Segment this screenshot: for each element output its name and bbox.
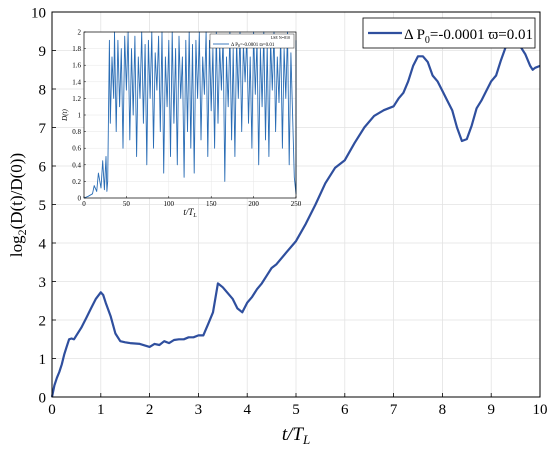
inset-plot: 0 50 100 150 200 250 0 0.2 0.4 0.6 0.8 1 1.2 1.4 1.6 1… [61,28,302,219]
inset-y-tick-label: 0.8 [72,128,81,136]
inset-y-ticks: 0 0.2 0.4 0.6 0.8 1 1.2 1.4 1.6 1.8 2 [72,28,86,202]
inset-y-tick-label: 0.4 [72,161,81,169]
inset-x-ticks: 0 50 100 150 200 250 [82,196,302,208]
main-y-tick-label: 3 [39,275,47,291]
inset-legend-label: Δ P0=-0.0001 ϖ=0.01 [231,43,275,48]
main-x-tick-label: 2 [146,402,154,418]
inset-y-tick-label: 1 [78,111,82,119]
main-x-tick-label: 7 [390,402,398,418]
main-legend-label: Δ P0=-0.0001 ϖ=0.01 [404,27,533,46]
inset-x-axis-label: t/TL [183,207,197,219]
main-y-tick-label: 5 [39,198,47,214]
main-x-ticks: 0 1 2 3 4 5 6 7 8 9 10 [48,393,548,418]
inset-y-tick-label: 1.8 [72,45,81,53]
main-y-ticks: 0 1 2 3 4 5 6 7 8 9 10 [31,5,56,406]
main-x-tick-label: 9 [487,402,495,418]
main-x-tick-label: 10 [533,402,548,418]
main-y-tick-label: 10 [31,5,46,21]
main-series-line [50,32,541,398]
main-y-tick-label: 1 [39,352,47,368]
main-y-axis-label: log2(D(t)/D(0)) [7,153,29,257]
inset-y-tick-label: 0.2 [72,178,81,186]
inset-x-tick-label: 200 [248,200,259,208]
main-y-tick-label: 2 [39,313,47,329]
inset-y-tick-label: 1.2 [72,95,81,103]
inset-legend-header: LSE N=810 [271,35,290,40]
main-y-tick-label: 7 [39,121,47,137]
inset-y-tick-label: 1.6 [72,62,81,70]
main-y-tick-label: 6 [39,159,47,175]
main-y-tick-label: 0 [39,390,47,406]
inset-y-tick-label: 1.4 [72,78,81,86]
main-x-tick-label: 6 [341,402,349,418]
inset-x-tick-label: 250 [291,200,302,208]
inset-x-tick-label: 0 [82,200,86,208]
inset-legend: LSE N=810 Δ P0=-0.0001 ϖ=0.01 [209,33,295,49]
inset-x-tick-label: 150 [206,200,217,208]
main-x-tick-label: 8 [439,402,447,418]
main-legend: Δ P0=-0.0001 ϖ=0.01 [362,17,536,49]
main-x-tick-label: 5 [292,402,300,418]
inset-y-tick-label: 2 [78,28,82,36]
main-x-tick-label: 4 [243,402,251,418]
inset-series-line [83,31,297,199]
inset-y-tick-label: 0 [78,194,82,202]
main-x-tick-label: 1 [97,402,105,418]
inset-x-tick-label: 100 [164,200,175,208]
inset-x-tick-label: 50 [123,200,131,208]
main-x-tick-label: 3 [195,402,203,418]
inset-y-axis-label: D(t) [61,109,69,122]
main-y-tick-label: 8 [39,82,47,98]
main-y-tick-label: 4 [39,236,47,252]
inset-y-tick-label: 0.6 [72,145,81,153]
main-x-tick-label: 0 [48,402,56,418]
main-y-tick-label: 9 [39,44,47,60]
main-x-axis-label: t/TL [282,424,310,447]
